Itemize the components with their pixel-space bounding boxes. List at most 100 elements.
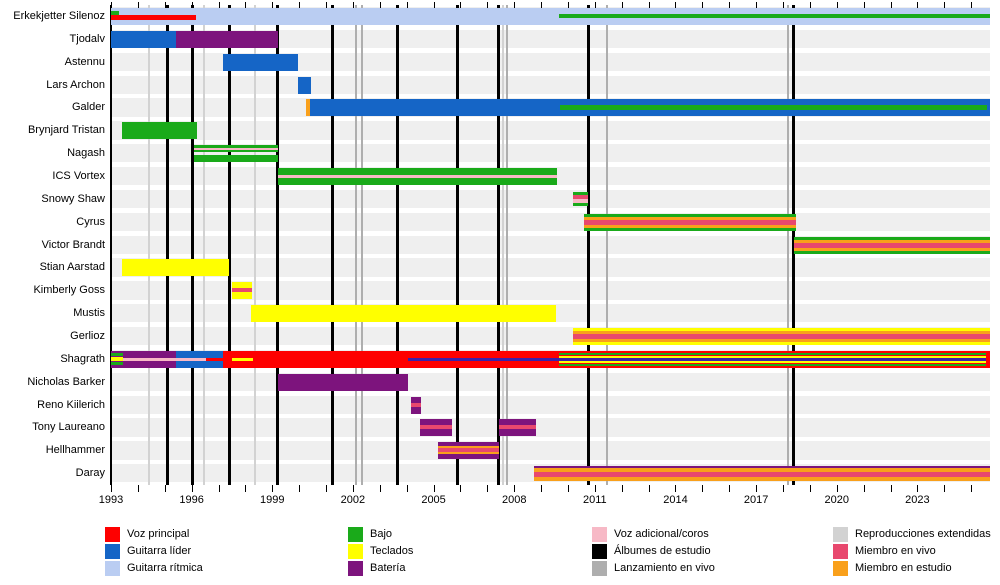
row-band <box>111 281 990 300</box>
axis-tick <box>379 2 381 9</box>
member-label: Astennu <box>64 55 105 68</box>
axis-tick <box>514 485 516 492</box>
studio-album-line <box>331 5 335 485</box>
member-label: Shagrath <box>60 352 105 365</box>
axis-tick <box>111 2 112 9</box>
member-bar-segment <box>558 360 986 363</box>
axis-tick <box>460 2 462 9</box>
legend-swatch <box>348 561 363 576</box>
row-band <box>111 52 990 72</box>
axis-tick-label: 1999 <box>260 494 285 506</box>
member-bar-segment <box>206 357 223 361</box>
member-bar-segment <box>793 242 990 248</box>
member-bar-segment <box>499 419 536 426</box>
member-bar-segment <box>231 282 253 289</box>
plot-left-border <box>110 5 112 485</box>
legend-label: Bajo <box>370 528 393 540</box>
live-release-line <box>506 5 509 485</box>
member-bar-segment <box>437 452 500 455</box>
member-bar-segment <box>420 425 453 430</box>
axis-tick <box>272 2 274 9</box>
axis-tick <box>917 485 919 492</box>
live-release-line <box>605 5 608 485</box>
axis-tick <box>783 2 785 9</box>
axis-tick <box>352 2 354 9</box>
legend-label: Voz principal <box>127 528 190 540</box>
member-bar-segment <box>573 338 990 342</box>
member-bar-segment <box>420 429 453 437</box>
member-bar-segment <box>222 53 298 71</box>
studio-album-line <box>191 5 195 485</box>
axis-tick <box>299 2 301 9</box>
member-label: Stian Aarstad <box>39 261 105 274</box>
studio-album-line <box>276 5 280 485</box>
axis-tick <box>137 485 139 492</box>
axis-tick-label: 2002 <box>340 494 366 506</box>
member-bar-segment <box>573 330 990 334</box>
member-bar-segment <box>277 174 558 178</box>
member-label: Reno Kiilerich <box>37 398 105 411</box>
axis-tick <box>594 2 596 9</box>
member-bar-segment <box>793 236 990 240</box>
legend-label: Voz adicional/coros <box>614 528 709 540</box>
axis-tick <box>567 485 569 492</box>
axis-tick <box>756 485 758 492</box>
member-label: Kimberly Goss <box>33 284 105 297</box>
axis-tick <box>487 2 489 9</box>
member-label: Brynjard Tristan <box>27 124 105 137</box>
member-label: Gerlioz <box>70 330 105 342</box>
member-bar-segment <box>175 357 207 361</box>
axis-tick <box>514 2 516 9</box>
axis-tick-label: 2017 <box>743 494 769 506</box>
member-bar-segment <box>793 239 990 243</box>
axis-tick <box>567 2 569 9</box>
axis-tick <box>137 2 139 9</box>
legend-label: Reproducciones extendidas <box>855 528 991 540</box>
member-bar-segment <box>573 198 589 203</box>
member-bar-segment <box>573 327 990 331</box>
member-bar-segment <box>558 13 990 18</box>
member-bar-segment <box>420 419 453 426</box>
legend-swatch <box>833 561 848 576</box>
member-bar-segment <box>277 177 558 185</box>
axis-tick <box>164 2 166 9</box>
member-bar-segment <box>250 305 556 323</box>
axis-tick <box>621 485 623 492</box>
row-band <box>111 144 990 163</box>
member-bar-segment <box>584 219 797 225</box>
legend-label: Lanzamiento en vivo <box>614 562 715 574</box>
axis-tick-label: 1996 <box>179 494 204 506</box>
row-band <box>111 235 990 254</box>
member-bar-segment <box>410 402 422 407</box>
member-bar-segment <box>305 99 312 117</box>
live-release-line <box>787 5 790 485</box>
axis-tick <box>890 485 892 492</box>
studio-album-line <box>395 5 399 485</box>
member-bar-segment <box>231 357 254 361</box>
axis-tick <box>675 2 677 9</box>
axis-tick <box>809 2 811 9</box>
timeline-chart: 1993 1996 1999 2002 2005 2008 2011 2014 2017 2020… <box>13 2 990 506</box>
axis-tick-label: 2005 <box>421 494 446 506</box>
member-bar-segment <box>231 292 253 300</box>
member-bar-segment <box>437 442 500 447</box>
axis-tick <box>971 485 973 492</box>
member-bar-segment <box>558 363 986 366</box>
legend-swatch <box>833 544 848 559</box>
member-bar-segment <box>111 361 124 365</box>
axis-tick <box>352 485 354 492</box>
legend-swatch <box>105 527 120 542</box>
axis-tick <box>245 2 247 9</box>
axis-tick <box>164 485 166 492</box>
row-band <box>111 189 990 209</box>
member-label: Erkekjetter Silenoz <box>13 10 105 22</box>
axis-tick <box>111 485 112 492</box>
member-bar-segment <box>277 373 409 391</box>
axis-tick <box>541 2 543 9</box>
member-bar-segment <box>121 122 198 140</box>
axis-tick <box>890 2 892 9</box>
axis-tick <box>702 485 704 492</box>
row-band <box>111 372 990 392</box>
member-bar-segment <box>111 14 196 20</box>
member-bar-segment <box>194 155 278 163</box>
